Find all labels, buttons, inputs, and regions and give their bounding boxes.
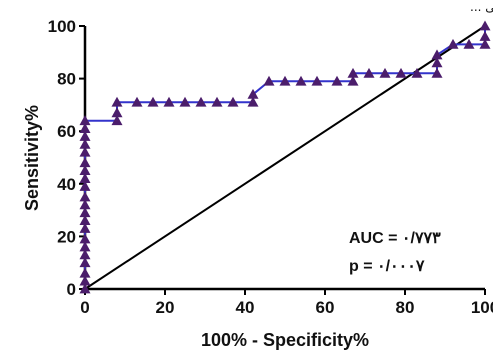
x-tick-label: 80 xyxy=(396,298,415,317)
x-tick-label: 40 xyxy=(236,298,255,317)
roc-point-marker xyxy=(363,67,375,78)
roc-point-marker xyxy=(447,38,459,49)
reference-diagonal-layer xyxy=(84,25,486,290)
roc-point-marker xyxy=(463,38,475,49)
x-axis-title: 100% - Specificity% xyxy=(201,330,369,350)
roc-point-marker xyxy=(131,96,143,107)
roc-point-marker xyxy=(79,173,91,183)
roc-point-marker xyxy=(79,180,91,191)
roc-point-marker xyxy=(79,283,91,294)
roc-point-marker xyxy=(79,199,91,210)
x-tick-label: 60 xyxy=(316,298,335,317)
roc-point-marker xyxy=(311,75,323,86)
roc-point-marker xyxy=(479,38,491,49)
roc-point-marker xyxy=(79,123,91,133)
roc-point-marker xyxy=(347,67,359,78)
roc-point-marker xyxy=(111,115,123,126)
roc-point-marker xyxy=(295,75,307,86)
roc-point-marker xyxy=(79,241,91,252)
roc-point-marker xyxy=(79,146,91,157)
roc-point-marker xyxy=(79,249,91,260)
roc-point-marker xyxy=(179,96,191,107)
roc-point-marker xyxy=(395,67,407,78)
roc-point-marker xyxy=(111,107,123,118)
x-tick-label: 0 xyxy=(80,298,89,317)
roc-point-marker xyxy=(79,115,91,126)
roc-point-marker xyxy=(247,88,259,99)
header-strip-text: روی این بین ای و بیمارستان و ... در ارزی… xyxy=(470,0,493,15)
roc-point-marker xyxy=(79,191,91,202)
roc-point-marker xyxy=(331,75,343,86)
roc-point-marker xyxy=(431,57,443,68)
roc-point-marker xyxy=(79,267,91,278)
roc-point-marker xyxy=(79,275,91,286)
roc-point-marker xyxy=(247,96,259,107)
roc-point-marker xyxy=(111,96,123,107)
auc-annotation: AUC = ۰/۷۷۳ xyxy=(349,230,441,247)
y-tick-label: 40 xyxy=(57,175,76,194)
roc-point-marker xyxy=(163,96,175,107)
roc-point-marker xyxy=(279,75,291,86)
roc-point-marker xyxy=(411,67,423,78)
y-axis-title: Sensitivity% xyxy=(22,105,42,211)
tick-labels-layer: 0 20 40 60 80 100 0 20 40 60 80 100 xyxy=(48,17,493,317)
y-tick-label: 60 xyxy=(57,122,76,141)
roc-point-marker xyxy=(79,207,91,218)
roc-point-marker xyxy=(79,138,91,149)
roc-markers-layer xyxy=(79,20,491,294)
roc-point-marker xyxy=(147,96,159,107)
roc-point-marker xyxy=(79,157,91,168)
x-tick-label: 100 xyxy=(471,298,493,317)
roc-point-marker xyxy=(79,223,91,233)
roc-point-marker xyxy=(431,49,443,60)
roc-point-marker xyxy=(79,233,91,244)
roc-point-marker xyxy=(79,165,91,176)
roc-point-marker xyxy=(431,67,443,78)
p-value-annotation: p = ۰/۰۰۰۷ xyxy=(349,258,425,275)
reference-diagonal-line xyxy=(84,25,486,290)
roc-point-marker xyxy=(79,257,91,268)
roc-point-marker xyxy=(479,31,491,41)
x-tick-label: 20 xyxy=(156,298,175,317)
y-tick-label: 80 xyxy=(57,70,76,89)
roc-point-marker xyxy=(195,96,207,107)
roc-point-marker xyxy=(211,96,223,107)
roc-point-marker xyxy=(79,215,91,226)
y-tick-label: 0 xyxy=(67,280,76,299)
roc-point-marker xyxy=(347,75,359,86)
roc-point-marker xyxy=(479,20,491,31)
y-tick-label: 100 xyxy=(48,17,76,36)
roc-point-marker xyxy=(79,130,91,141)
roc-point-marker xyxy=(227,96,239,107)
roc-point-marker xyxy=(263,75,275,86)
roc-point-marker xyxy=(379,67,391,78)
y-tick-label: 20 xyxy=(57,227,76,246)
